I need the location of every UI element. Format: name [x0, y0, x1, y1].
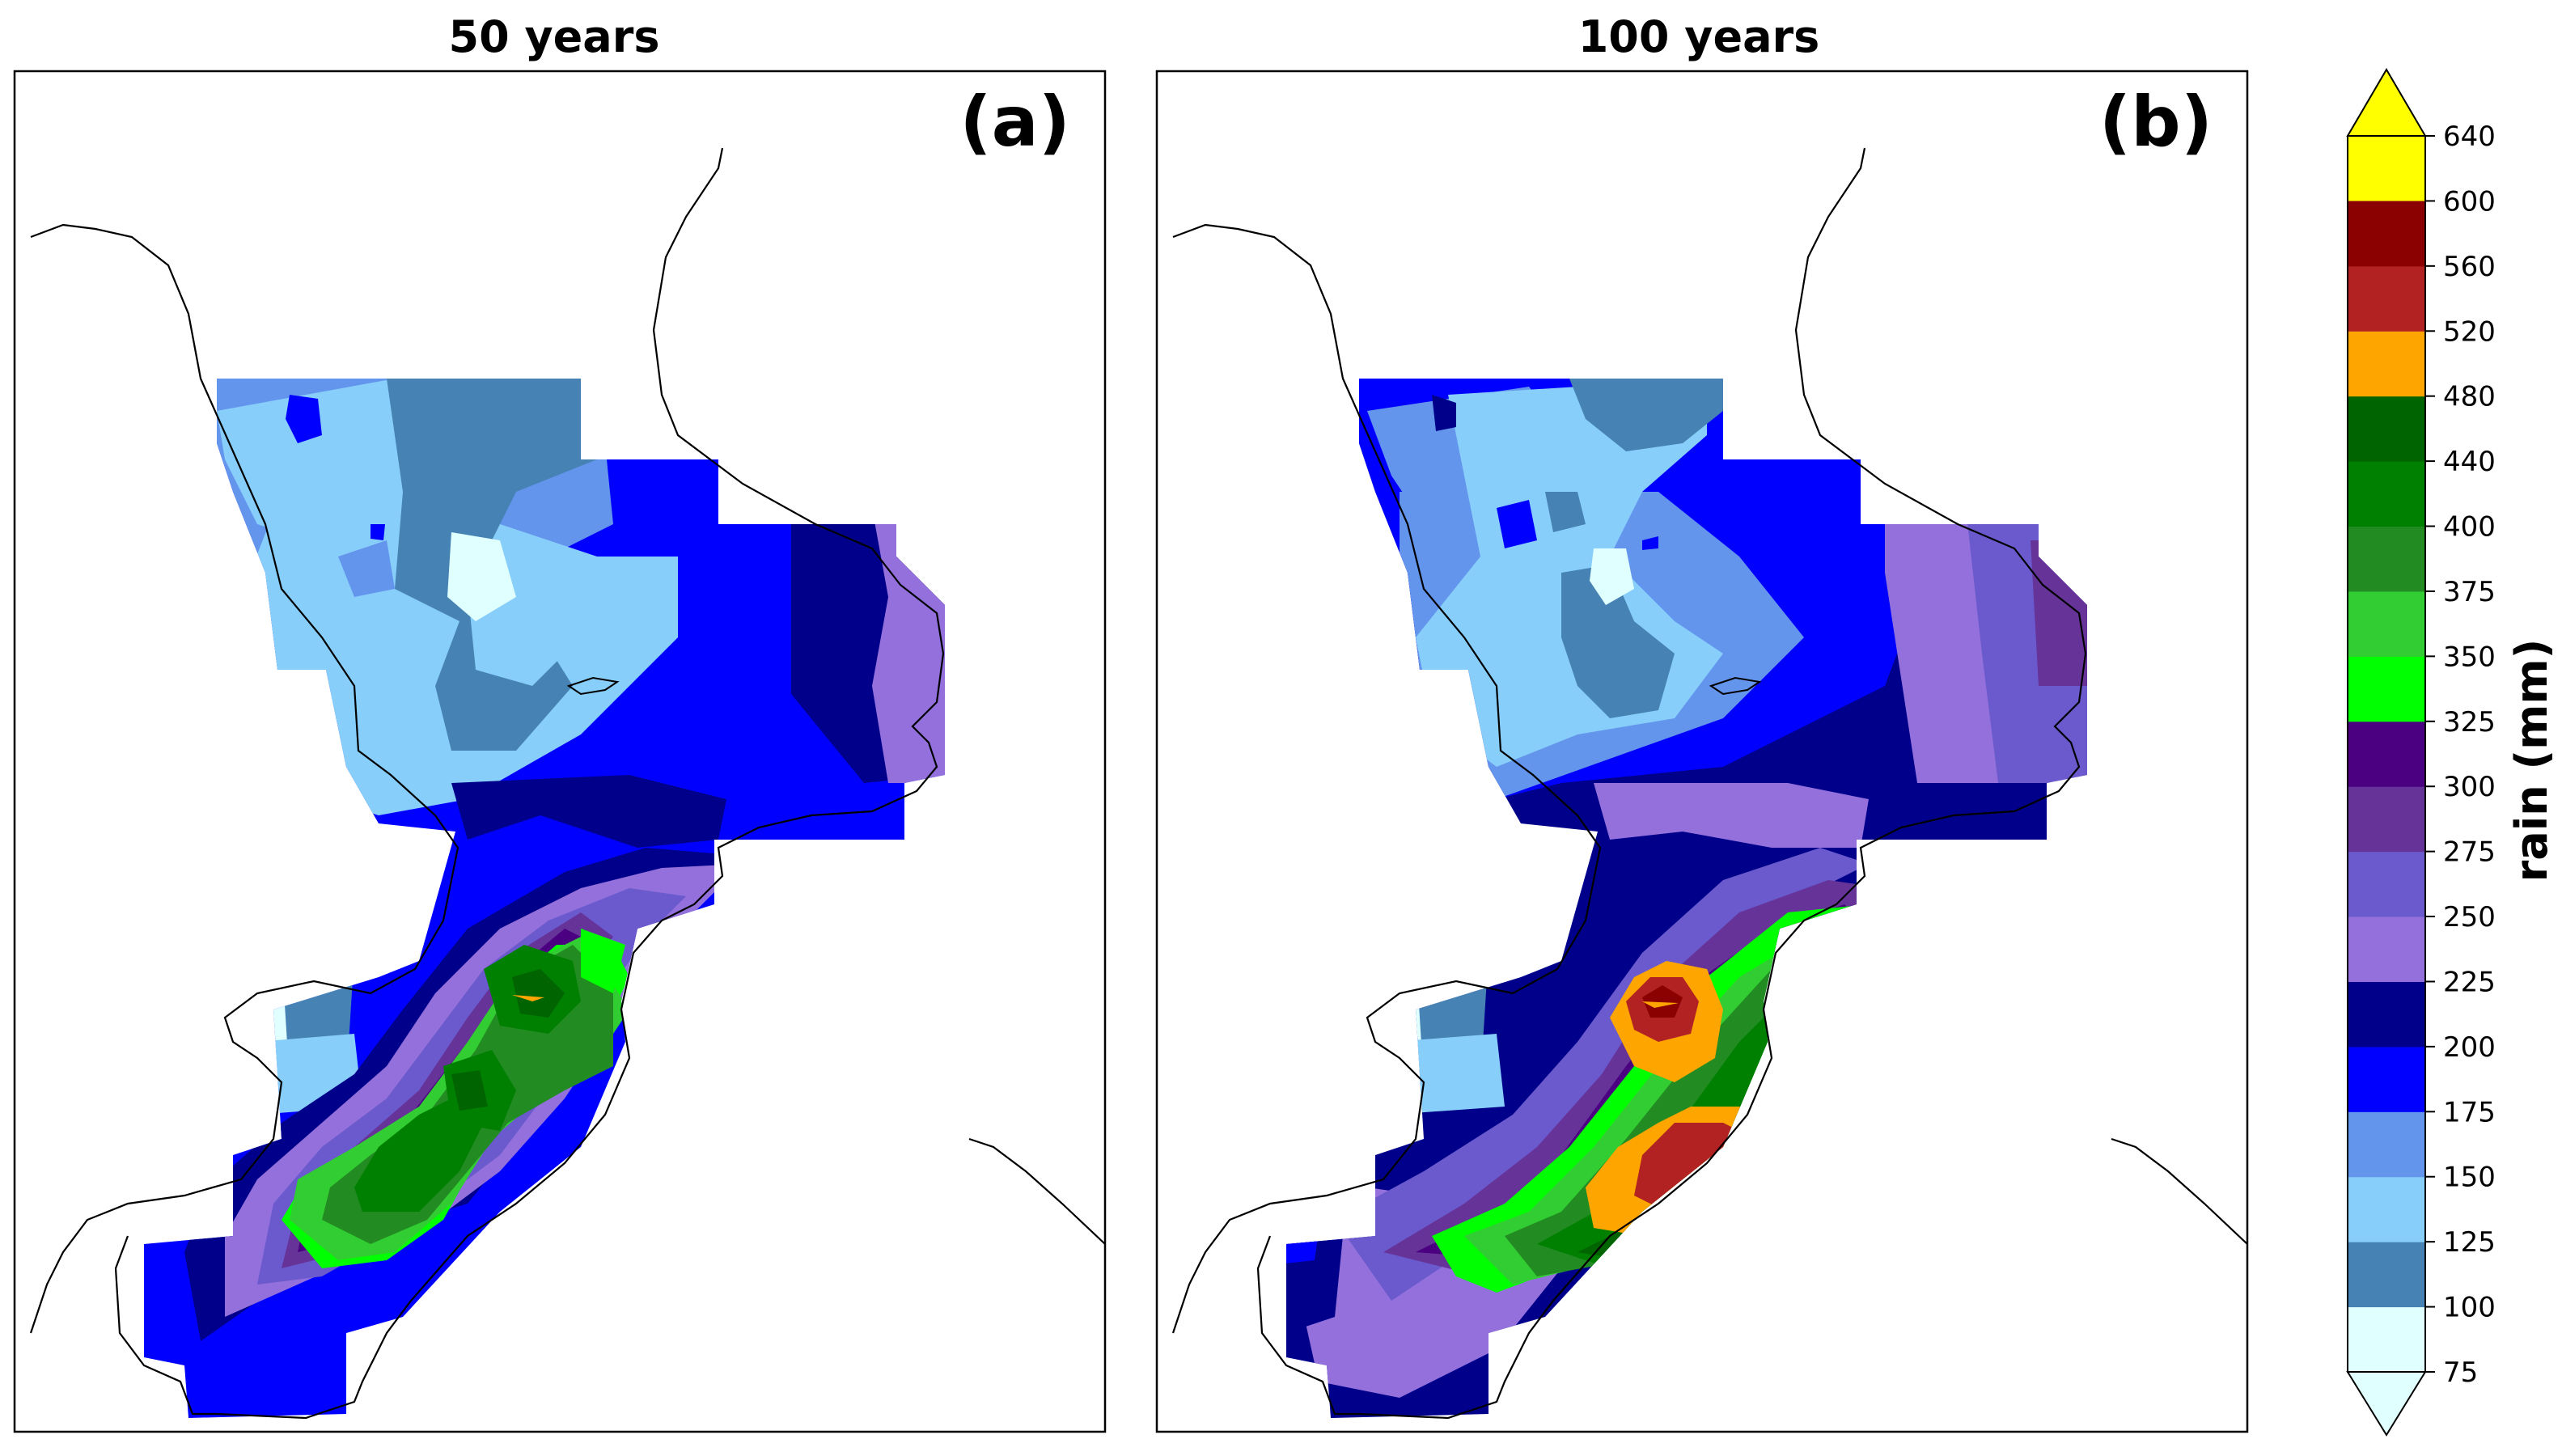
rain-contour-560: [1642, 985, 1683, 1018]
colorbar-tick-label: 560: [2443, 251, 2496, 283]
rain-contour-75: [447, 532, 516, 621]
colorbar-segment: [2348, 851, 2425, 917]
colorbar-tick-label: 350: [2443, 641, 2496, 673]
panel-a-title: 50 years: [449, 11, 660, 62]
rain-contour-100: [1569, 379, 1723, 451]
colorbar-tick-label: 375: [2443, 576, 2496, 608]
colorbar-segment: [2348, 1242, 2425, 1308]
colorbar-tick-label: 440: [2443, 446, 2496, 478]
colorbar-tick-label: 640: [2443, 121, 2496, 153]
colorbar-tick-label: 200: [2443, 1031, 2496, 1064]
colorbar-segment: [2348, 656, 2425, 722]
rain-contour-480: [1642, 1001, 1679, 1008]
colorbar-tick-label: 400: [2443, 511, 2496, 544]
colorbar-tick-label: 250: [2443, 901, 2496, 933]
colorbar-segment: [2348, 1046, 2425, 1112]
colorbar-segment: [2348, 396, 2425, 462]
colorbar-tick-label: 125: [2443, 1226, 2496, 1259]
colorbar-tick-label: 600: [2443, 185, 2496, 218]
colorbar-segment: [2348, 331, 2425, 397]
rain-contour-150: [338, 540, 395, 597]
colorbar-tick-label: 150: [2443, 1162, 2496, 1194]
colorbar: 75 100 125 150 175 200 225 250 275 300 325 350 375 40…: [2346, 68, 2496, 1437]
rain-contour-175: [1642, 536, 1658, 550]
panel-b-frame: [1155, 70, 2249, 1433]
colorbar-extend-high: [2346, 68, 2427, 137]
colorbar-segment: [2348, 721, 2425, 787]
panel-a-frame: [13, 70, 1107, 1433]
colorbar-tick-label: 520: [2443, 315, 2496, 348]
rain-contour-175: [286, 395, 322, 443]
colorbar-segment: [2348, 461, 2425, 527]
rain-contour-175: [1497, 500, 1537, 548]
panel-b-label: (b): [2099, 82, 2213, 163]
colorbar-extend-low: [2346, 1371, 2427, 1437]
rain-contour-100: [1561, 565, 1675, 718]
colorbar-segment: [2348, 265, 2425, 332]
panel-a-label: (a): [959, 82, 1070, 163]
rain-contour-75: [1590, 548, 1634, 605]
rain-contour-200: [451, 775, 726, 848]
colorbar-segment: [2348, 136, 2425, 201]
rain-contour-225: [1594, 783, 1869, 848]
colorbar-segment: [2348, 981, 2425, 1048]
colorbar-label: rain (mm): [2506, 639, 2557, 882]
panel-b-title: 100 years: [1578, 11, 1820, 62]
colorbar-tick-label: 100: [2443, 1292, 2496, 1324]
rain-contour-175: [371, 524, 385, 540]
panel-b: (b): [1155, 70, 2249, 1433]
rain-contour-440: [512, 969, 565, 1018]
rain-contour-325: [581, 929, 625, 993]
rain-contour-440: [451, 1070, 488, 1111]
colorbar-segment: [2348, 590, 2425, 657]
colorbar-segment: [2348, 1306, 2425, 1373]
colorbar-tick-label: 325: [2443, 706, 2496, 739]
colorbar-segment: [2348, 201, 2425, 267]
colorbar-tick-label: 175: [2443, 1096, 2496, 1128]
colorbar-segment: [2348, 786, 2425, 853]
colorbar-segment: [2348, 916, 2425, 982]
colorbar-tick-label: 225: [2443, 966, 2496, 998]
panel-a: (a): [13, 70, 1107, 1433]
colorbar-outline: [2347, 135, 2426, 1373]
colorbar-tick-label: 275: [2443, 836, 2496, 869]
colorbar-tick-label: 75: [2443, 1357, 2478, 1389]
rain-contour-200: [1432, 395, 1456, 431]
colorbar-tick-label: 300: [2443, 771, 2496, 803]
colorbar-segment: [2348, 1176, 2425, 1242]
rain-contour-480: [512, 995, 544, 1001]
rain-contour-100: [1545, 492, 1586, 532]
colorbar-segment: [2348, 1111, 2425, 1178]
colorbar-tick-label: 480: [2443, 381, 2496, 413]
colorbar-segment: [2348, 526, 2425, 592]
